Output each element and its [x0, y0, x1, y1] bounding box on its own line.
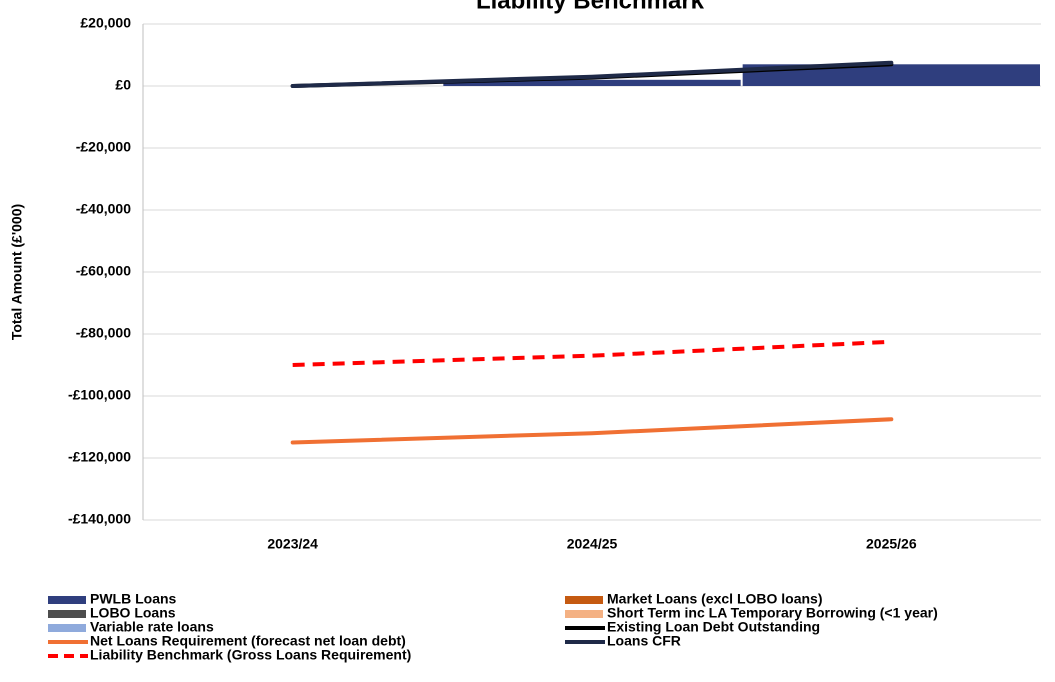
legend-label: Variable rate loans: [90, 619, 214, 635]
legend-swatch: [565, 610, 603, 618]
y-tick-label: -£100,000: [68, 387, 131, 403]
y-tick-label: -£60,000: [76, 263, 131, 279]
legend-label: PWLB Loans: [90, 591, 177, 607]
legend-label: Market Loans (excl LOBO loans): [607, 591, 823, 607]
bar: [742, 64, 1040, 86]
line: [290, 417, 894, 445]
chart-title: Liability Benchmark: [476, 0, 705, 14]
y-tick-label: £20,000: [80, 15, 131, 31]
y-tick-label: -£20,000: [76, 139, 131, 155]
legend-label: Loans CFR: [607, 633, 681, 649]
y-tick-label: £0: [115, 77, 131, 93]
line: [292, 339, 892, 367]
x-tick-label: 2023/24: [267, 536, 318, 552]
legend-label: Existing Loan Debt Outstanding: [607, 619, 820, 635]
line: [290, 60, 894, 88]
legend-swatch: [48, 596, 86, 604]
legend-swatch: [48, 610, 86, 618]
legend-label: Short Term inc LA Temporary Borrowing (<…: [607, 605, 938, 621]
legend-label: LOBO Loans: [90, 605, 176, 621]
y-axis-label: Total Amount (£'000): [9, 204, 25, 340]
legend-label: Liability Benchmark (Gross Loans Require…: [90, 647, 411, 663]
y-tick-label: -£80,000: [76, 325, 131, 341]
y-tick-label: -£40,000: [76, 201, 131, 217]
legend-label: Net Loans Requirement (forecast net loan…: [90, 633, 406, 649]
x-tick-label: 2025/26: [866, 536, 917, 552]
legend-swatch: [565, 596, 603, 604]
legend-swatch: [48, 624, 86, 632]
x-tick-label: 2024/25: [567, 536, 618, 552]
y-tick-label: -£120,000: [68, 449, 131, 465]
y-tick-label: -£140,000: [68, 511, 131, 527]
bar: [443, 79, 741, 86]
